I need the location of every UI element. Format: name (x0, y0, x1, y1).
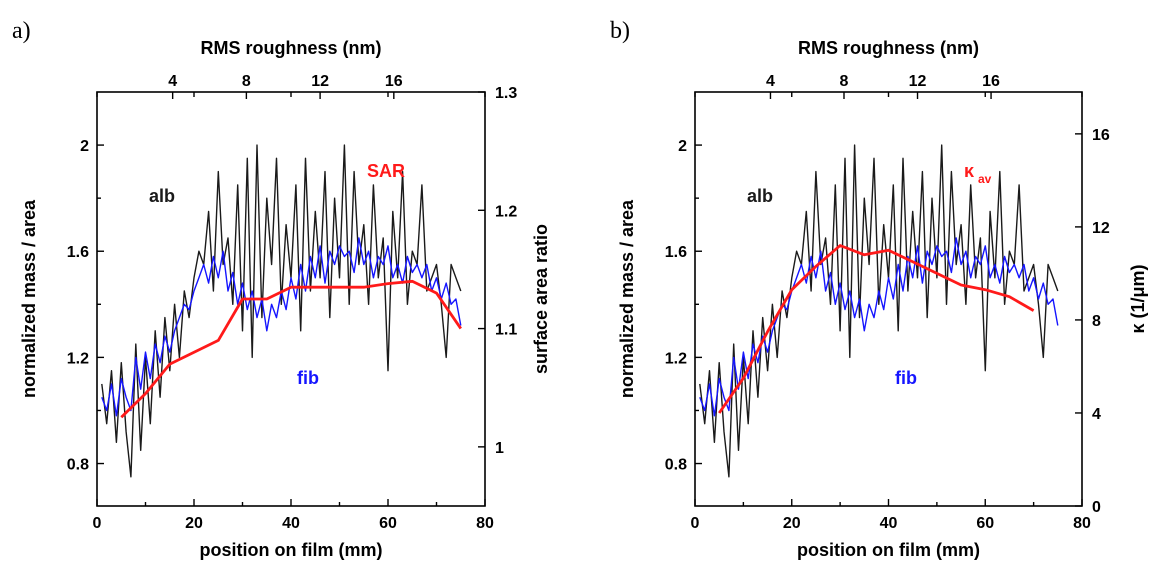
chart-panel-a: a) 0 20 40 60 80 4 8 12 16 0.8 1.2 1.6 2 1 1.1 1.2 1.3 pos… (12, 18, 551, 560)
x-tick-label: 20 (783, 515, 801, 532)
series-line-alb (699, 144, 1059, 478)
y-tick-label: 1.6 (665, 244, 687, 261)
y-tick-label: 2 (80, 138, 89, 155)
top-x-tick-label: 4 (766, 73, 775, 90)
y-tick-label: 1.2 (665, 350, 687, 367)
panel-label: a) (12, 18, 31, 44)
y-tick-label: 1.2 (67, 350, 89, 367)
series-label-alb: alb (149, 186, 175, 206)
x-tick-label: 40 (282, 515, 300, 532)
top-x-tick-label: 16 (982, 73, 1000, 90)
top-x-tick-label: 12 (311, 73, 329, 90)
chart-panel-b: b)0 20 40 60 804 8 12 160.81.21.620481216positi… (610, 18, 1148, 560)
x-tick-label: 20 (185, 515, 203, 532)
y2-axis-title: surface area ratio (531, 224, 551, 374)
y2-tick-label: 1.1 (495, 322, 517, 339)
series-line-fib (101, 237, 462, 417)
series-line-κav (718, 244, 1035, 414)
top-x-axis-title: RMS roughness (nm) (200, 38, 381, 58)
top-x-tick-label: 4 (168, 73, 177, 90)
x-tick-label: 60 (379, 515, 397, 532)
y-tick-label: 0.8 (67, 457, 89, 474)
x-tick-label: 0 (691, 515, 700, 532)
series-label-fib: fib (895, 368, 917, 388)
top-x-tick-label: 16 (385, 73, 403, 90)
series-label-right: SAR (367, 161, 405, 181)
y2-tick-label: 1 (495, 440, 504, 457)
y2-tick-label: 12 (1092, 220, 1110, 237)
top-x-tick-label: 12 (909, 73, 927, 90)
panel-label: b) (610, 18, 630, 44)
y-tick-label: 2 (678, 138, 687, 155)
x-tick-label: 80 (1073, 515, 1091, 532)
series-label-fib: fib (297, 368, 319, 388)
y-tick-label: 0.8 (665, 457, 687, 474)
x-axis-title: position on film (mm) (200, 540, 383, 560)
top-x-axis-title: RMS roughness (nm) (798, 38, 979, 58)
plot-frame (96, 91, 486, 507)
series-line-SAR (120, 279, 462, 419)
series-line-alb (101, 144, 462, 478)
x-axis-title: position on film (mm) (797, 540, 980, 560)
plot-frame (694, 91, 1083, 507)
x-tick-label: 80 (476, 515, 494, 532)
series-label-right-subscript: av (978, 172, 992, 186)
series-line-fib (699, 237, 1059, 417)
y2-tick-label: 8 (1092, 313, 1101, 330)
y-tick-label: 1.6 (67, 244, 89, 261)
y2-tick-label: 1.3 (495, 85, 517, 102)
y2-tick-label: 0 (1092, 499, 1101, 516)
top-x-tick-label: 8 (242, 73, 251, 90)
x-tick-label: 60 (976, 515, 994, 532)
y-axis-title: normalized mass / area (19, 199, 39, 398)
y2-tick-label: 16 (1092, 127, 1110, 144)
top-x-tick-label: 8 (840, 73, 849, 90)
series-label-right: κ (964, 161, 975, 181)
y-axis-title: normalized mass / area (617, 199, 637, 398)
y2-tick-label: 4 (1092, 406, 1101, 423)
x-tick-label: 0 (93, 515, 102, 532)
x-tick-label: 40 (880, 515, 898, 532)
y2-axis-title: κ (1/μm) (1128, 264, 1148, 333)
y2-tick-label: 1.2 (495, 203, 517, 220)
series-label-alb: alb (747, 186, 773, 206)
